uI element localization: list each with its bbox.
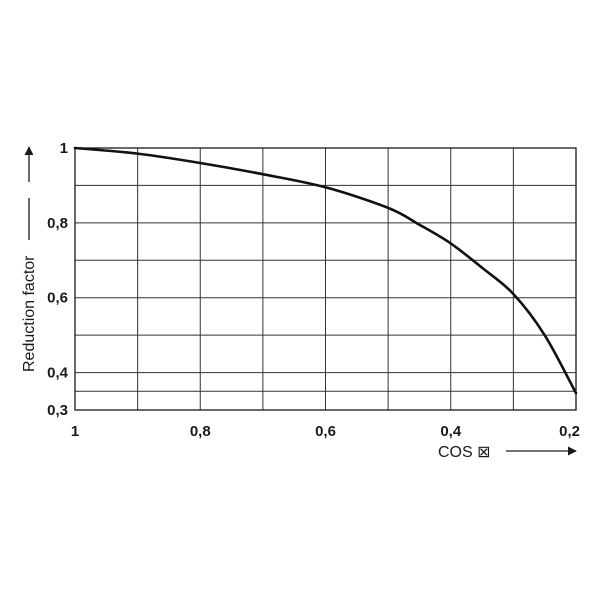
y-tick-label-4: 1 xyxy=(60,140,68,157)
x-tick-label-1: 0,8 xyxy=(190,423,211,440)
y-tick-labels: 0,3 0,4 0,6 0,8 1 xyxy=(47,140,69,419)
y-tick-label-3: 0,8 xyxy=(47,215,68,232)
plot-frame xyxy=(74,147,577,411)
x-tick-label-2: 0,6 xyxy=(315,423,336,440)
x-axis-label: COS ⊠ xyxy=(438,444,491,461)
y-tick-label-2: 0,6 xyxy=(47,290,68,307)
y-tick-label-1: 0,4 xyxy=(47,365,69,382)
x-tick-label-3: 0,4 xyxy=(440,423,462,440)
x-tick-label-0: 1 xyxy=(71,423,79,440)
x-tick-label-4: 0,2 xyxy=(559,423,580,440)
x-tick-labels: 1 0,8 0,6 0,4 0,2 xyxy=(71,423,580,440)
y-tick-label-0: 0,3 xyxy=(47,402,68,419)
y-axis-label: Reduction factor xyxy=(21,255,38,372)
series-curve xyxy=(73,146,578,395)
